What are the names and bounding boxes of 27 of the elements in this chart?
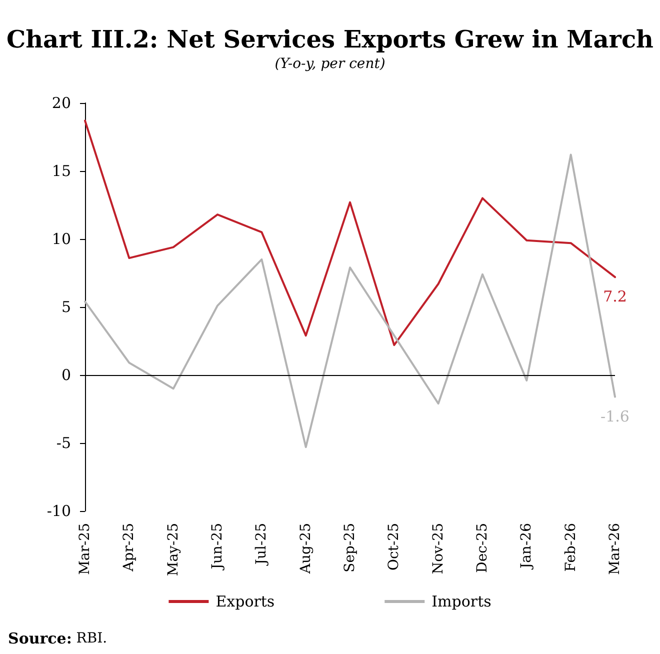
- y-tick-label: -10: [46, 502, 71, 520]
- x-tick-label: Mar-25: [77, 523, 93, 575]
- y-tick-label: 0: [61, 366, 71, 384]
- data-label: -1.6: [600, 407, 630, 426]
- x-tick-label: Jul-25: [254, 523, 270, 567]
- y-tick-label: 15: [52, 162, 71, 180]
- y-tick-label: -5: [56, 434, 71, 452]
- x-tick-label: Mar-26: [607, 522, 623, 575]
- chart-subtitle: (Y-o-y, per cent): [274, 56, 386, 72]
- x-tick-label: May-25: [165, 523, 182, 576]
- legend-label: Exports: [216, 592, 275, 610]
- x-tick-label: Aug-25: [298, 523, 314, 575]
- x-tick-label: Nov-25: [430, 523, 446, 574]
- y-tick-label: 5: [61, 298, 71, 316]
- x-tick-label: Jan-26: [518, 522, 535, 571]
- x-tick-label: Feb-26: [562, 522, 579, 572]
- x-tick-label: Jun-25: [210, 523, 226, 572]
- x-tick-label: Sep-25: [342, 523, 358, 572]
- y-tick-label: 10: [52, 230, 71, 248]
- x-tick-label: Dec-25: [474, 523, 490, 573]
- legend-label: Imports: [432, 592, 492, 610]
- x-tick-label: Oct-25: [386, 523, 402, 570]
- chart-title: Chart III.2: Net Services Exports Grew in March: [6, 24, 654, 54]
- data-label: 7.2: [603, 288, 627, 306]
- y-tick-label: 20: [52, 94, 71, 112]
- source-note: Source: RBI.: [8, 630, 108, 648]
- x-tick-label: Apr-25: [121, 523, 138, 572]
